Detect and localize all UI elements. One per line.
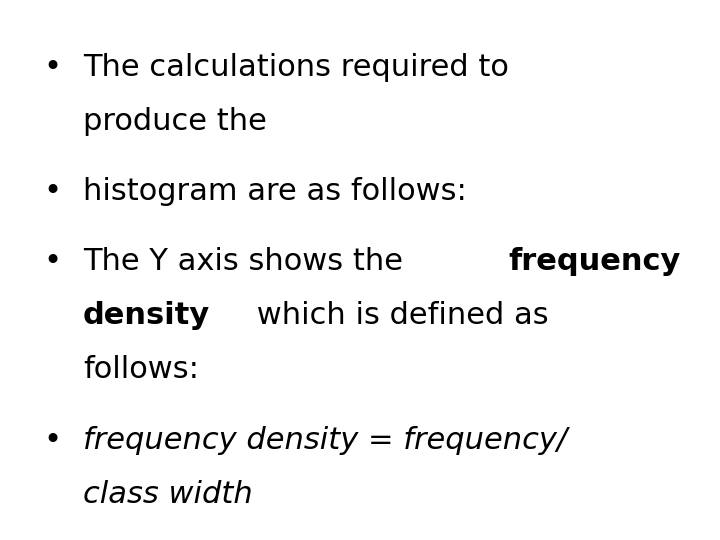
Text: •: • (43, 247, 61, 276)
Text: density: density (83, 301, 210, 330)
Text: The Y axis shows the: The Y axis shows the (83, 247, 413, 276)
Text: •: • (43, 53, 61, 82)
Text: follows:: follows: (83, 355, 199, 384)
Text: frequency density = frequency/: frequency density = frequency/ (83, 426, 567, 455)
Text: produce the: produce the (83, 107, 266, 136)
Text: which is defined as: which is defined as (247, 301, 549, 330)
Text: The calculations required to: The calculations required to (83, 53, 508, 82)
Text: •: • (43, 426, 61, 455)
Text: •: • (43, 177, 61, 206)
Text: frequency: frequency (508, 247, 680, 276)
Text: class width: class width (83, 480, 253, 509)
Text: histogram are as follows:: histogram are as follows: (83, 177, 467, 206)
